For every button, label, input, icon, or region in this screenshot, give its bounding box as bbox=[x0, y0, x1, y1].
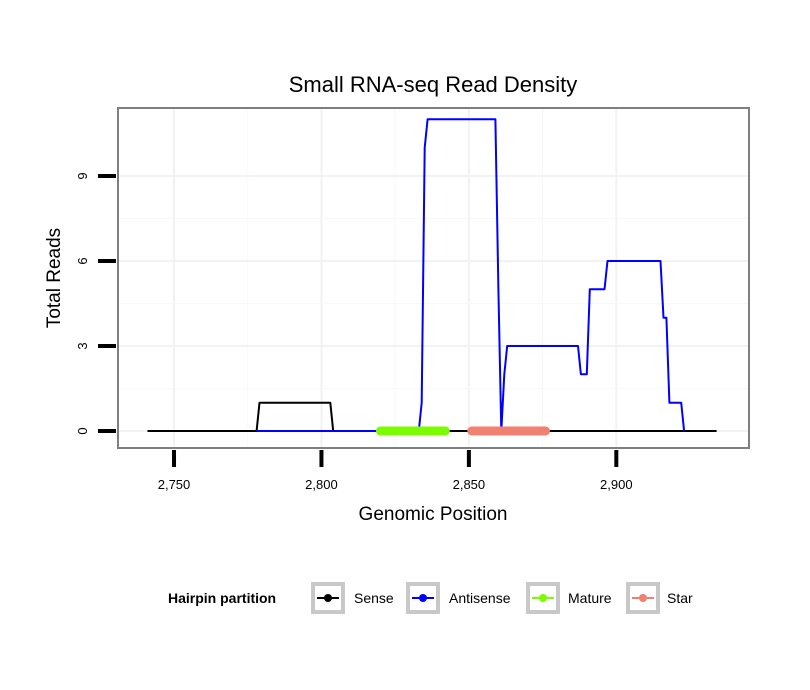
series-layer bbox=[147, 118, 717, 436]
legend-label-star: Star bbox=[667, 590, 693, 606]
y-tick-label: 0 bbox=[75, 427, 90, 434]
legend-label-sense: Sense bbox=[354, 590, 394, 606]
x-tick-label: 2,900 bbox=[600, 477, 633, 492]
legend-label-antisense: Antisense bbox=[449, 590, 511, 606]
plot-background bbox=[118, 108, 749, 448]
x-tick-label: 2,750 bbox=[158, 477, 191, 492]
x-axis-title: Genomic Position bbox=[359, 504, 508, 525]
grid-lines bbox=[118, 108, 749, 448]
y-axis: 0 3 6 9 bbox=[75, 172, 116, 435]
chart-title: Small RNA-seq Read Density bbox=[289, 72, 578, 97]
x-tick-label: 2,850 bbox=[453, 477, 486, 492]
legend-key-dot bbox=[419, 594, 427, 602]
legend-item-star: Star bbox=[626, 582, 693, 614]
legend-key-dot bbox=[324, 594, 332, 602]
y-tick-label: 3 bbox=[75, 342, 90, 349]
legend-title: Hairpin partition bbox=[168, 590, 276, 606]
x-tick-label: 2,800 bbox=[305, 477, 338, 492]
plot-area bbox=[117, 107, 750, 449]
legend-item-sense: Sense bbox=[311, 582, 394, 614]
legend: Hairpin partition Sense Antisense Mature St… bbox=[168, 582, 693, 614]
legend-item-antisense: Antisense bbox=[406, 582, 511, 614]
legend-key-dot bbox=[639, 594, 647, 602]
y-axis-title: Total Reads bbox=[44, 228, 65, 328]
legend-key-dot bbox=[539, 594, 547, 602]
legend-item-mature: Mature bbox=[526, 582, 612, 614]
x-axis: 2,750 2,800 2,850 2,900 bbox=[158, 450, 633, 492]
plot-border bbox=[117, 107, 750, 449]
y-tick-label: 9 bbox=[75, 172, 90, 179]
antisense-series-line bbox=[256, 118, 686, 432]
y-tick-label: 6 bbox=[75, 257, 90, 264]
legend-label-mature: Mature bbox=[568, 590, 612, 606]
